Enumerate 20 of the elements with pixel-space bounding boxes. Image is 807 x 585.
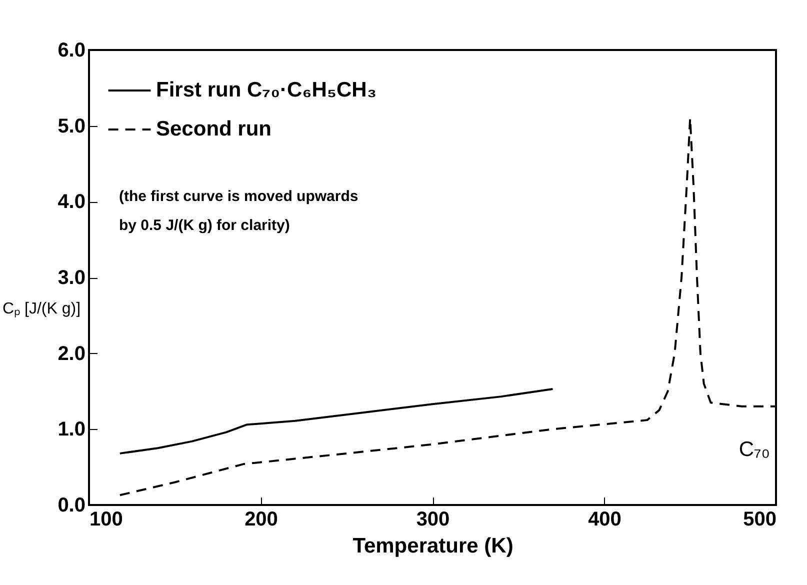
y-tick-label: 3.0 bbox=[58, 267, 86, 289]
y-tick-label: 2.0 bbox=[58, 342, 86, 365]
y-tick-label: 6.0 bbox=[58, 40, 86, 62]
y-axis-title: Cₚ [J/(K g)] bbox=[2, 300, 81, 318]
legend-label: Second run bbox=[156, 118, 272, 140]
annotation: by 0.5 J/(K g) for clarity) bbox=[119, 217, 290, 234]
y-tick-label: 1.0 bbox=[58, 418, 86, 441]
annotation: C₇₀ bbox=[738, 438, 770, 461]
y-tick-label: 5.0 bbox=[58, 115, 86, 138]
x-tick-label: 200 bbox=[244, 508, 278, 530]
y-tick-label: 4.0 bbox=[58, 191, 86, 214]
line-series bbox=[118, 388, 554, 454]
y-tick-label: 0.0 bbox=[58, 494, 86, 516]
x-tick-label: 400 bbox=[588, 508, 622, 530]
x-axis-title: Temperature (K) bbox=[352, 534, 514, 558]
x-tick-label: 300 bbox=[416, 508, 450, 530]
x-tick-label: 100 bbox=[90, 508, 123, 530]
legend-label: First run C₇₀·C₆H₅CH₃ bbox=[156, 78, 377, 102]
x-tick-label: 500 bbox=[743, 508, 776, 530]
annotation: (the first curve is moved upwards bbox=[119, 188, 358, 205]
